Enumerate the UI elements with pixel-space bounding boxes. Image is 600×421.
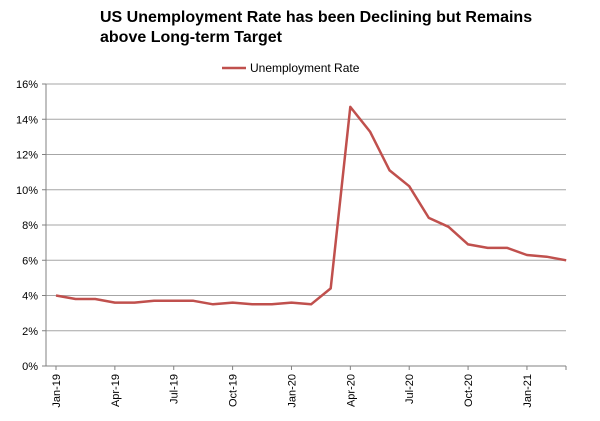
chart-title-line-1: US Unemployment Rate has been Declining … [100,9,533,26]
x-tick-label: Jan-20 [286,374,298,408]
y-tick-label: 10% [16,185,38,197]
series-line-unemployment-rate [55,105,567,306]
y-tick-label: 16% [16,79,38,91]
y-tick-label: 2% [22,326,38,338]
axes [42,83,567,370]
y-tick-label: 12% [16,150,38,162]
y-tick-label: 6% [22,255,38,267]
legend: Unemployment Rate [222,61,360,75]
y-tick-label: 14% [16,114,38,126]
x-tick-label: Jan-21 [522,374,534,408]
x-tick-label: Oct-20 [463,374,475,407]
gridlines [46,83,566,332]
series [55,105,567,306]
x-tick-label: Jan-19 [51,374,63,408]
chart-title: US Unemployment Rate has been Declining … [100,8,580,48]
x-tick-label: Apr-20 [345,374,357,407]
y-tick-label: 0% [22,361,38,373]
x-tick-label: Jul-19 [169,374,181,404]
x-tick-label: Oct-19 [228,374,240,407]
legend-label: Unemployment Rate [250,61,360,75]
y-axis-tick-labels: 0% 2% 4% 6% 8% 10% 12% 14% 16% [16,79,38,373]
x-tick-label: Jul-20 [404,374,416,404]
x-tick-label: Apr-19 [110,374,122,407]
x-axis-tick-labels: Jan-19 Apr-19 Jul-19 Oct-19 Jan-20 Apr-20 Jul-… [51,374,534,408]
y-tick-label: 4% [22,291,38,303]
y-tick-label: 8% [22,220,38,232]
chart-title-line-2: above Long-term Target [100,29,282,46]
